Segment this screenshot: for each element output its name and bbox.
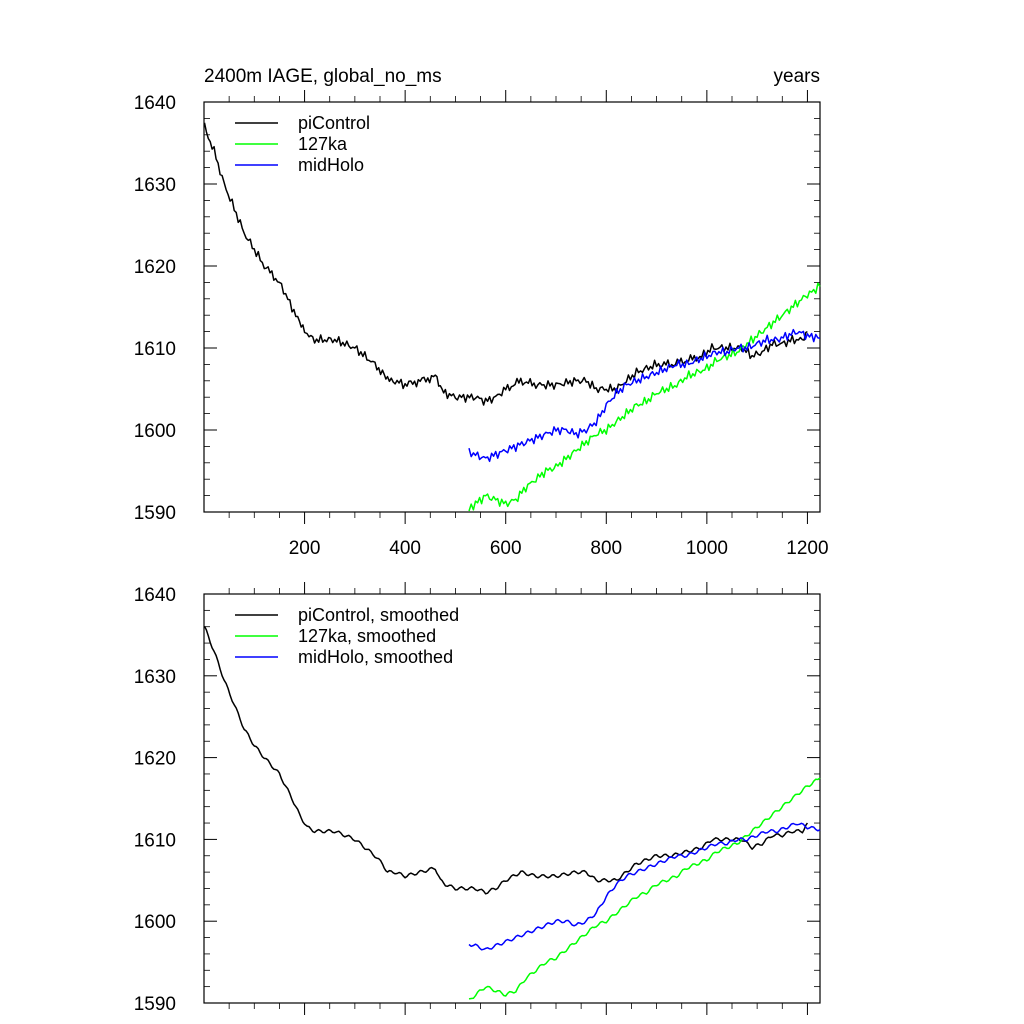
legend-label: 127ka, smoothed (298, 626, 436, 646)
y-tick-label: 1600 (134, 912, 176, 933)
legend-label: piControl (298, 113, 370, 133)
figure-units-label: years (774, 66, 820, 87)
legend-label: piControl, smoothed (298, 605, 459, 625)
x-tick-label: 800 (590, 538, 622, 559)
y-tick-label: 1620 (134, 749, 176, 770)
y-tick-label: 1620 (134, 257, 176, 278)
bottom-panel: 1590 1600 1610 1620 1630 1640 piControl, smoot… (134, 582, 821, 1015)
series-line-picontrol-smoothed (203, 625, 809, 895)
y-tick-label: 1590 (134, 994, 176, 1015)
legend-label: 127ka (298, 134, 348, 154)
legend-label: midHolo (298, 155, 364, 175)
y-tick-label: 1610 (134, 830, 176, 851)
legend-label: midHolo, smoothed (298, 647, 453, 667)
x-tick-label: 400 (389, 538, 421, 559)
plot-frame (203, 101, 821, 513)
x-tick-label: 600 (490, 538, 522, 559)
y-tick-label: 1640 (134, 585, 176, 606)
y-tick-label: 1600 (134, 421, 176, 442)
y-tick-label: 1610 (134, 339, 176, 360)
series-line-picontrol (203, 122, 808, 406)
x-tick-label: 200 (289, 538, 321, 559)
series-line-midholo-smoothed (468, 822, 821, 951)
x-tick-label: 1200 (786, 538, 828, 559)
plot-frame (203, 593, 821, 1004)
x-tick-label: 1000 (686, 538, 728, 559)
y-tick-label: 1630 (134, 175, 176, 196)
series-line-midholo (468, 328, 821, 463)
series-line-127ka (468, 282, 821, 512)
series-line-127ka-smoothed (468, 777, 821, 1000)
top-panel: 1590 1600 1610 1620 1630 1640 200 400 600 800 1000… (134, 90, 829, 559)
y-tick-label: 1640 (134, 93, 176, 114)
y-tick-label: 1630 (134, 667, 176, 688)
y-tick-label: 1590 (134, 503, 176, 524)
figure-title: 2400m IAGE, global_no_ms (204, 66, 442, 87)
